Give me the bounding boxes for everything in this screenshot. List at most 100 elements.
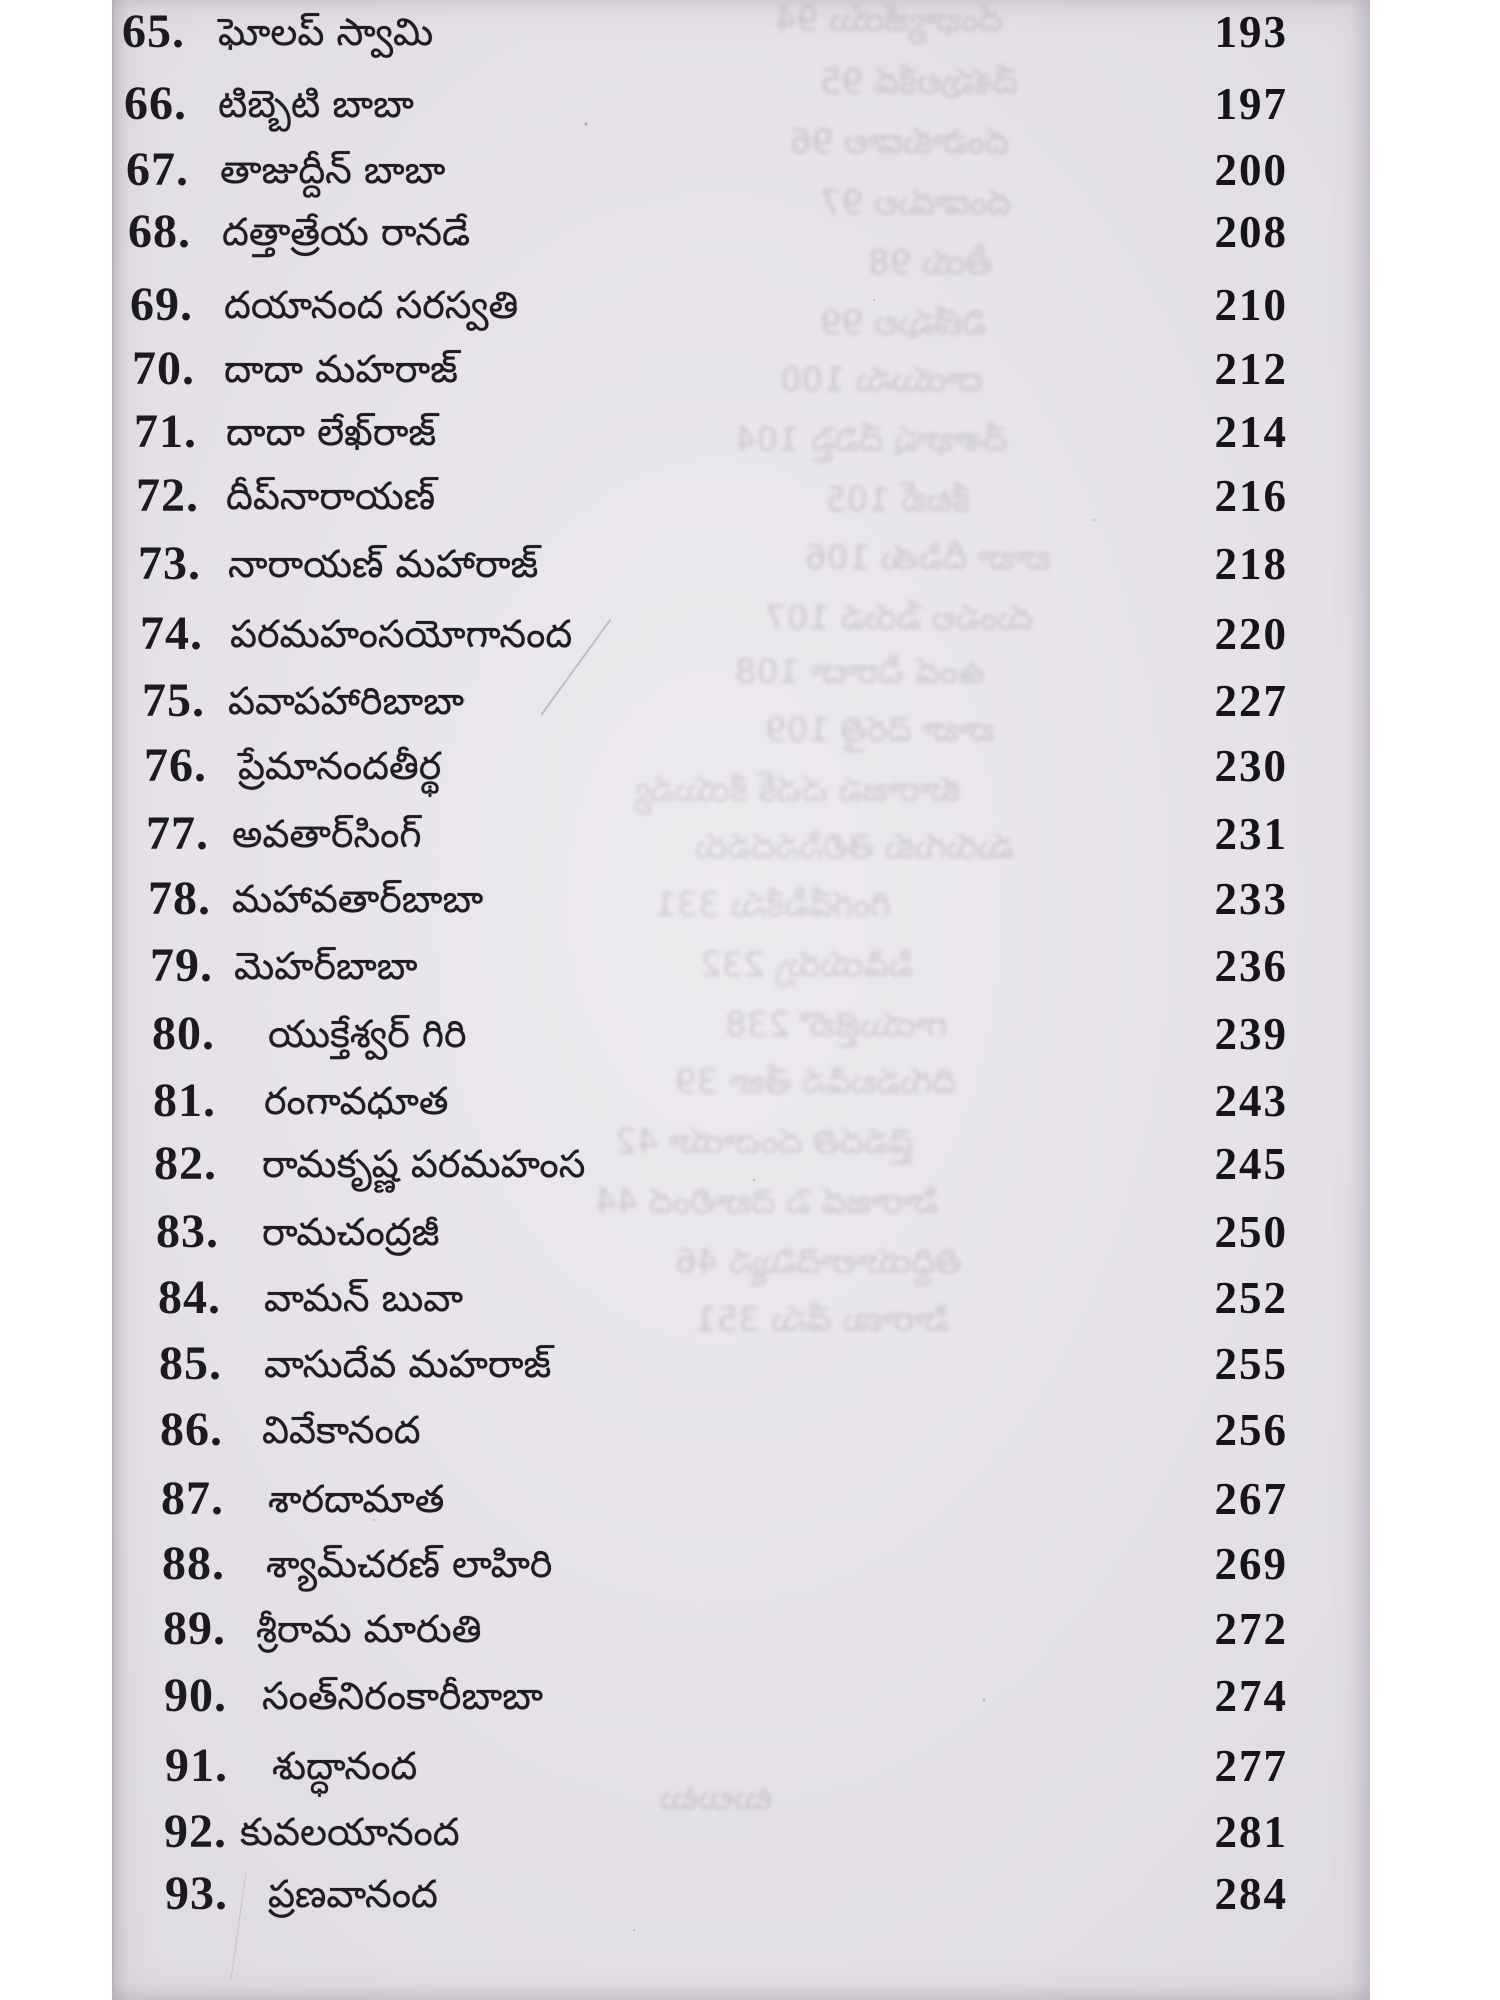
bleedthrough-line: దుంపల పేరువ 107 xyxy=(765,598,1034,638)
entry-number: 68. xyxy=(128,205,191,258)
entry-title: టిబ్బెటి బాబా xyxy=(218,82,414,126)
entry-number: 76. xyxy=(144,739,207,792)
entry-page-number: 216 xyxy=(1214,471,1288,521)
bleedthrough-line: దేశపులకేడ 95 xyxy=(820,62,1018,102)
entry-number: 83. xyxy=(156,1205,219,1258)
bleedthrough-line: బాబా దీపితు 106 xyxy=(805,538,1051,578)
entry-page-number: 218 xyxy=(1214,539,1288,589)
entry-title: దయానంద సరస్వతి xyxy=(224,283,519,327)
entry-title: పరమహంసయోగానంద xyxy=(230,612,573,656)
entry-title: ప్రేమానందతీర్థ xyxy=(238,744,442,788)
entry-page-number: 252 xyxy=(1214,1273,1288,1323)
bleedthrough-line: తిద్దియాలాదెమ్మిన 46 xyxy=(675,1242,962,1282)
entry-number: 81. xyxy=(153,1074,216,1127)
entry-page-number: 272 xyxy=(1214,1604,1288,1654)
entry-title: ఘోలప్ స్వామి xyxy=(218,10,434,54)
entry-title: యుక్తేశ్వర్ గిరి xyxy=(268,1012,467,1056)
bleedthrough-line: కూరాజప చచక్ కేయువ్య xyxy=(635,770,960,810)
entry-page-number: 208 xyxy=(1214,207,1288,257)
entry-number: 77. xyxy=(146,807,209,860)
entry-page-number: 243 xyxy=(1214,1076,1288,1126)
bleedthrough-line: డైవదతి దంచాయా 42 xyxy=(615,1122,914,1162)
entry-title: రామచంద్రజీ xyxy=(262,1210,440,1254)
entry-number: 89. xyxy=(163,1602,226,1655)
entry-page-number: 281 xyxy=(1214,1807,1288,1857)
bleedthrough-line: కేటబ్ 105 xyxy=(825,480,971,520)
entry-title: వామన్ బువా xyxy=(264,1276,464,1320)
entry-number: 70. xyxy=(132,342,195,395)
entry-page-number: 255 xyxy=(1214,1339,1288,1389)
entry-page-number: 267 xyxy=(1214,1474,1288,1524)
entry-number: 84. xyxy=(158,1271,221,1324)
entry-page-number: 250 xyxy=(1214,1207,1288,1257)
entry-title: శ్రీరామ మారుతి xyxy=(256,1607,482,1651)
entry-title: సంత్‌నిరంకారీబాబా xyxy=(262,1674,543,1718)
entry-page-number: 239 xyxy=(1214,1009,1288,1059)
entry-number: 82. xyxy=(154,1137,217,1190)
entry-page-number: 256 xyxy=(1214,1405,1288,1455)
entry-title: నారాయణ్ మహారాజ్ xyxy=(228,542,539,586)
bleedthrough-line: దాయును 100 xyxy=(780,360,983,400)
entry-page-number: 245 xyxy=(1214,1139,1288,1189)
entry-page-number: 227 xyxy=(1214,676,1288,726)
entry-number: 88. xyxy=(162,1537,225,1590)
bleedthrough-line: దండాడుల 97 xyxy=(820,183,1012,223)
entry-page-number: 274 xyxy=(1214,1671,1288,1721)
entry-page-number: 269 xyxy=(1214,1539,1288,1589)
entry-title: కువలయానంద xyxy=(240,1810,460,1854)
bleedthrough-line: గింగడేపీకేసు 331 xyxy=(655,885,891,925)
entry-number: 74. xyxy=(140,607,203,660)
entry-page-number: 233 xyxy=(1214,874,1288,924)
entry-page-number: 210 xyxy=(1214,280,1288,330)
entry-page-number: 200 xyxy=(1214,145,1288,195)
entry-page-number: 284 xyxy=(1214,1869,1288,1919)
entry-title: రంగావధూత xyxy=(264,1079,449,1123)
bleedthrough-line: హిరాణు డేసు 351 xyxy=(695,1300,950,1340)
entry-number: 87. xyxy=(161,1472,224,1525)
entry-number: 80. xyxy=(152,1007,215,1060)
entry-page-number: 231 xyxy=(1214,809,1288,859)
bleedthrough-line: ఉండ చీరాదా 108 xyxy=(735,652,985,692)
bleedthrough-line: టులుటు xyxy=(660,1778,772,1818)
entry-title: పవాపహారిబాబా xyxy=(228,679,464,723)
entry-number: 92. xyxy=(164,1805,227,1858)
entry-number: 69. xyxy=(130,278,193,331)
entry-title: దాదా మహరాజ్ xyxy=(224,347,458,391)
entry-page-number: 197 xyxy=(1214,79,1288,129)
entry-title: వివేకానంద xyxy=(262,1408,421,1452)
entry-number: 90. xyxy=(164,1669,227,1722)
entry-title: వాసుదేవ మహరాజ్ xyxy=(264,1342,552,1386)
entry-number: 65. xyxy=(122,5,185,58)
entry-number: 91. xyxy=(165,1739,228,1792)
entry-page-number: 193 xyxy=(1214,7,1288,57)
entry-title: శ్యామ్‌చరణ్ లాహిరి xyxy=(266,1542,553,1586)
entry-title: దీప్‌నారాయణ్ xyxy=(226,474,436,518)
entry-number: 78. xyxy=(148,872,211,925)
entry-number: 67. xyxy=(126,143,189,196)
entry-number: 93. xyxy=(165,1867,228,1920)
entry-page-number: 277 xyxy=(1214,1741,1288,1791)
bleedthrough-line: పిడియర్సు 232 xyxy=(700,945,913,985)
entry-number: 71. xyxy=(134,405,197,458)
bleedthrough-line: మరుగుకు తెలిసినదవరు xyxy=(695,827,1015,867)
bleedthrough-line: దిగువబడిన తేజా 39 xyxy=(675,1062,957,1102)
bleedthrough-line: తీయ 98 xyxy=(868,243,993,283)
entry-title: మెహర్‌బాబా xyxy=(234,944,418,988)
entry-number: 86. xyxy=(160,1403,223,1456)
bleedthrough-line: గాయుజైబొ 238 xyxy=(725,1005,947,1045)
entry-title: శుద్ధానంద xyxy=(272,1744,418,1788)
bleedthrough-line: విణేషుల 99 xyxy=(820,303,987,343)
entry-title: రామకృష్ణ పరమహంస xyxy=(262,1142,586,1186)
entry-number: 66. xyxy=(124,77,187,130)
entry-title: మహావతార్‌బాబా xyxy=(232,877,484,921)
entry-page-number: 212 xyxy=(1214,344,1288,394)
entry-page-number: 214 xyxy=(1214,407,1288,457)
entry-title: అవతార్‌సింగ్ xyxy=(232,812,422,856)
entry-title: శారదామాత xyxy=(268,1477,445,1521)
entry-title: దత్తాత్రేయ రానడే xyxy=(222,210,471,254)
entry-page-number: 230 xyxy=(1214,741,1288,791)
entry-number: 75. xyxy=(142,674,205,727)
scanned-paper-sheet xyxy=(112,0,1370,2000)
entry-number: 72. xyxy=(136,469,199,522)
